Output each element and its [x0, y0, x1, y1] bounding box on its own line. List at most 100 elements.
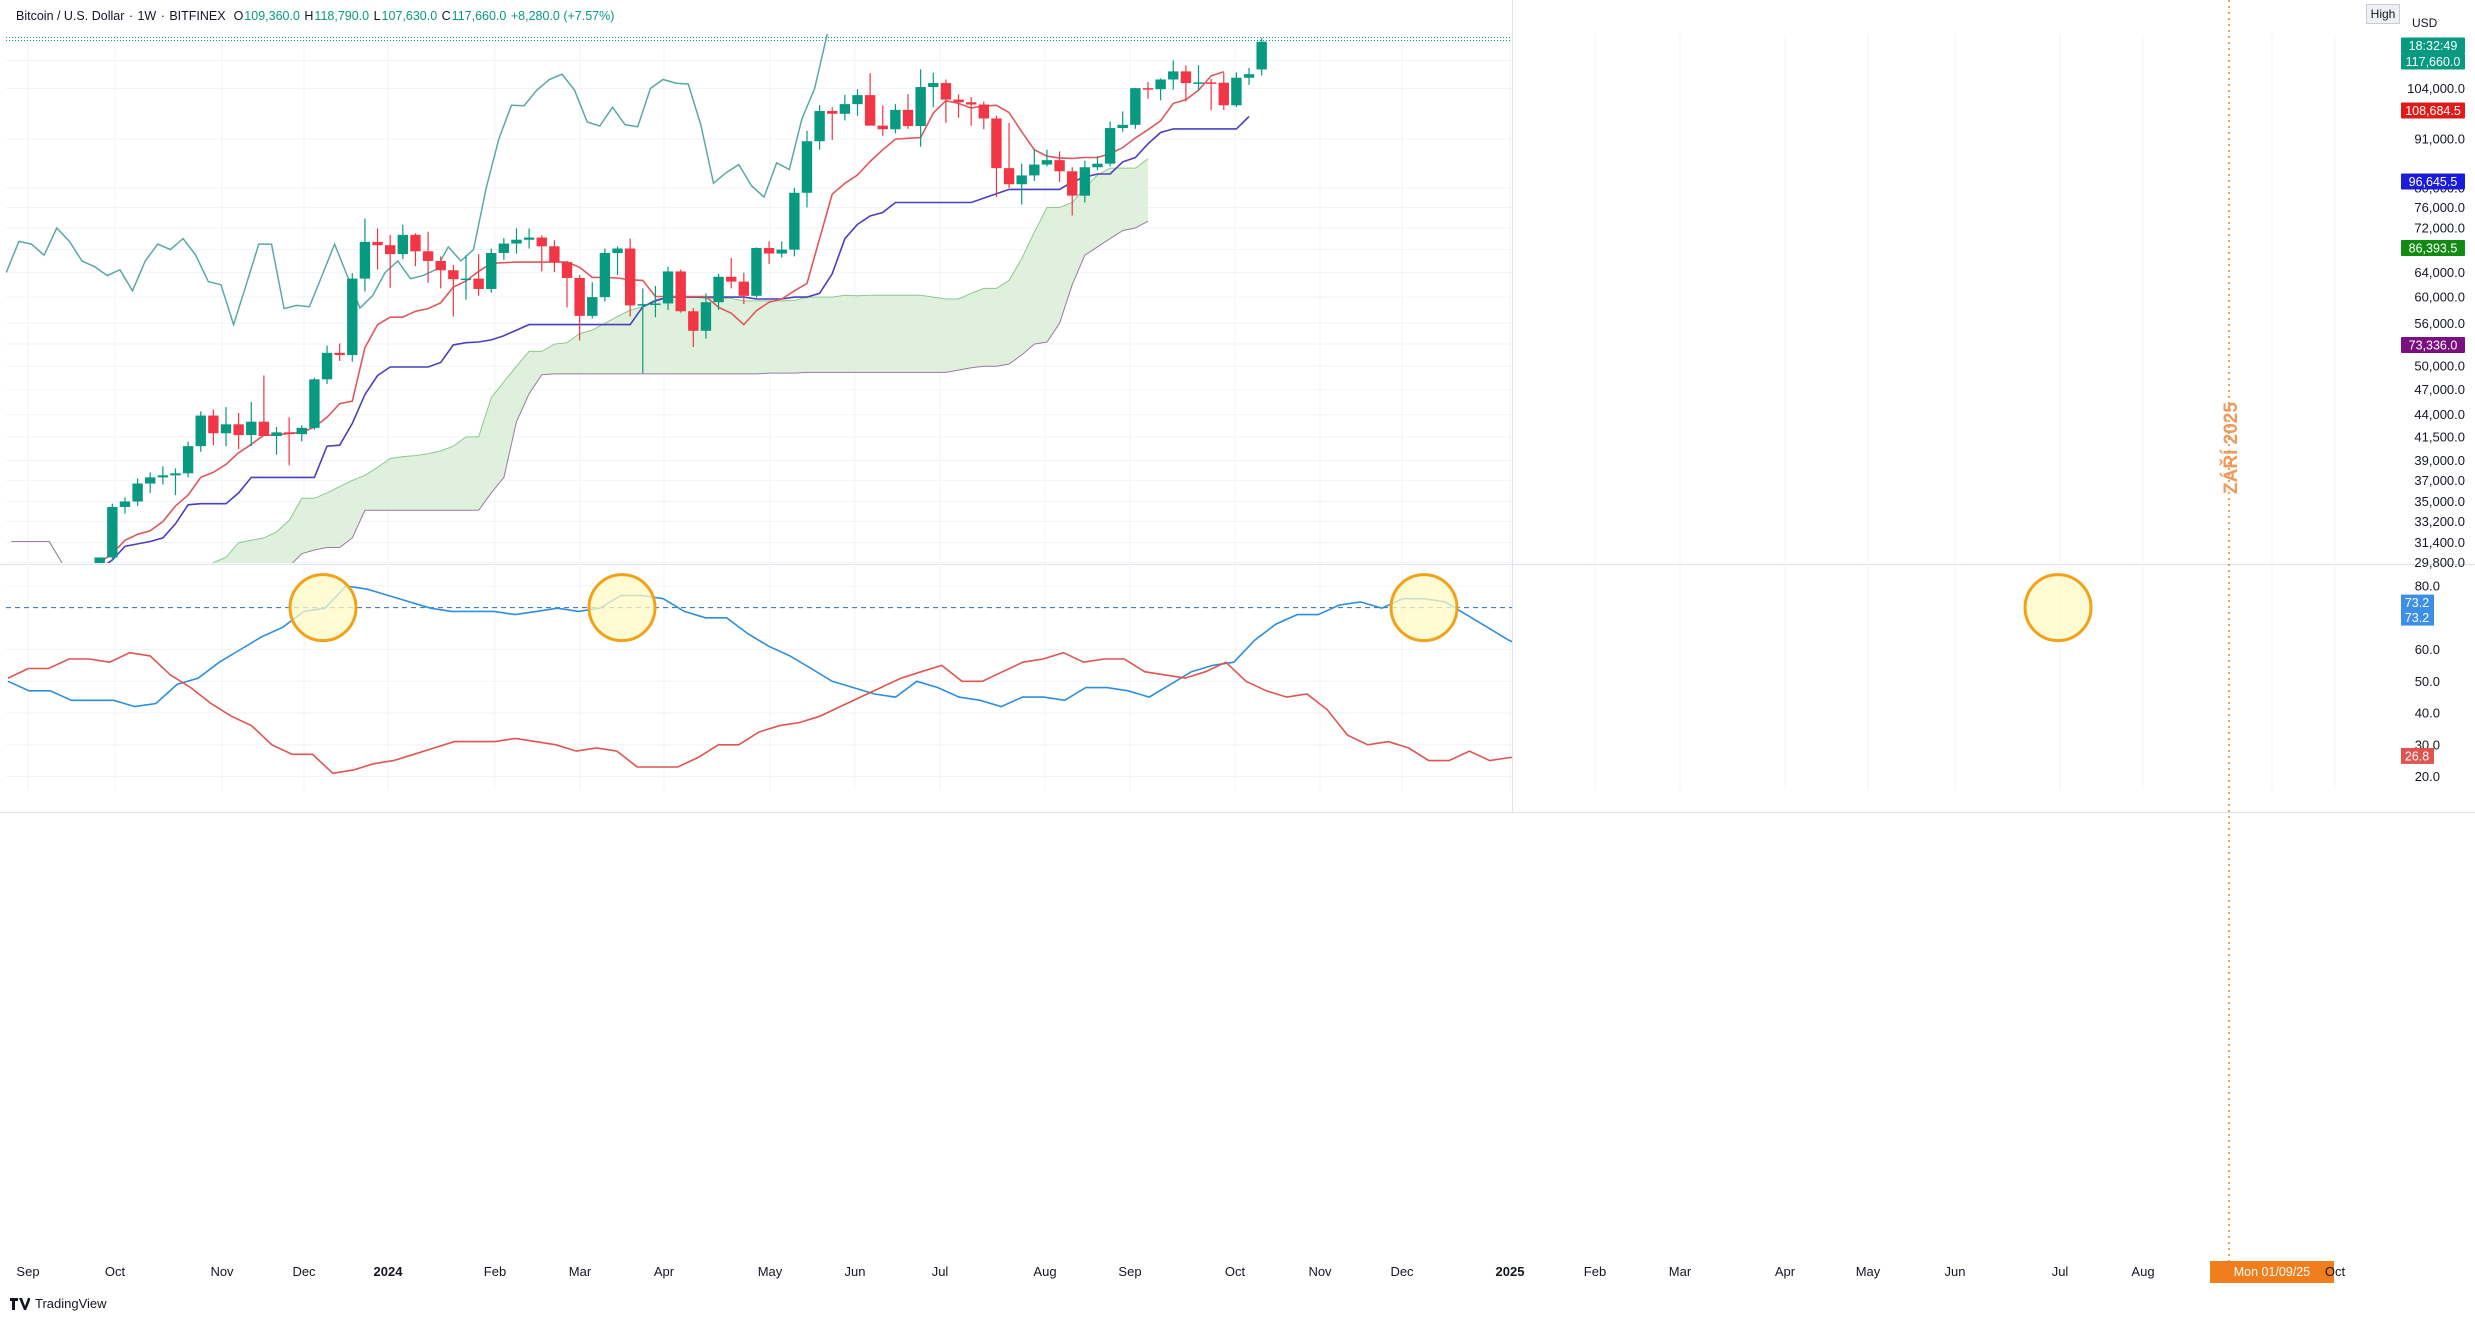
candle[interactable]: [1256, 38, 1267, 76]
candle-body[interactable]: [296, 427, 307, 435]
candle[interactable]: [801, 130, 813, 208]
candle[interactable]: [713, 273, 724, 310]
price-badge[interactable]: 86,393.5: [2401, 240, 2465, 256]
candle[interactable]: [1016, 163, 1027, 205]
candle[interactable]: [726, 258, 737, 289]
candle-body[interactable]: [978, 104, 989, 119]
candle[interactable]: [536, 235, 547, 272]
candle[interactable]: [233, 412, 244, 449]
time-tick-label[interactable]: May: [758, 1264, 783, 1279]
currency-label[interactable]: USD: [2412, 16, 2438, 30]
candle-body[interactable]: [1205, 82, 1217, 84]
candle[interactable]: [523, 228, 535, 249]
candle[interactable]: [751, 247, 762, 298]
candle-body[interactable]: [1041, 160, 1053, 165]
candle-body[interactable]: [94, 557, 105, 565]
candle-body[interactable]: [486, 252, 497, 289]
time-tick-label[interactable]: May: [1856, 1264, 1881, 1279]
candle-body[interactable]: [1155, 79, 1166, 90]
candle[interactable]: [220, 407, 232, 447]
candle-body[interactable]: [145, 477, 156, 484]
candle[interactable]: [978, 101, 989, 130]
candle[interactable]: [890, 104, 901, 134]
candle[interactable]: [435, 256, 446, 289]
candle-body[interactable]: [789, 192, 800, 250]
candle[interactable]: [372, 228, 383, 270]
time-tick-label[interactable]: 2024: [374, 1264, 404, 1279]
candle-body[interactable]: [650, 303, 661, 305]
candle-body[interactable]: [1016, 175, 1027, 185]
candle[interactable]: [624, 238, 636, 317]
candle[interactable]: [561, 260, 573, 308]
time-tick-label[interactable]: Dec: [1390, 1264, 1414, 1279]
candle[interactable]: [309, 377, 320, 430]
time-tick-label[interactable]: Mar: [569, 1264, 592, 1279]
candle[interactable]: [1067, 167, 1078, 216]
candle-body[interactable]: [1029, 164, 1040, 176]
candle-body[interactable]: [523, 237, 535, 240]
candles[interactable]: [94, 38, 1267, 573]
candle-body[interactable]: [624, 248, 636, 306]
candle-body[interactable]: [271, 432, 282, 436]
candle[interactable]: [1117, 111, 1128, 132]
candle[interactable]: [1092, 156, 1103, 171]
time-tick-label[interactable]: Aug: [2131, 1264, 2154, 1279]
time-tick-label[interactable]: Mar: [1669, 1264, 1692, 1279]
candle-body[interactable]: [119, 501, 131, 507]
axes[interactable]: 112,000.0104,000.091,000.080,000.076,000…: [16, 37, 2465, 1284]
candle-body[interactable]: [1256, 41, 1267, 70]
candle-body[interactable]: [940, 83, 952, 100]
candle-body[interactable]: [473, 278, 484, 289]
candle-body[interactable]: [1243, 74, 1255, 78]
candle[interactable]: [195, 411, 206, 452]
candle-body[interactable]: [801, 141, 813, 193]
candle-body[interactable]: [965, 102, 977, 105]
candle-body[interactable]: [915, 87, 926, 127]
candle[interactable]: [915, 69, 926, 147]
candle[interactable]: [460, 255, 472, 300]
candle[interactable]: [814, 105, 825, 150]
candle[interactable]: [334, 343, 345, 361]
candle-body[interactable]: [397, 234, 409, 255]
candle-body[interactable]: [1067, 171, 1078, 196]
candle-body[interactable]: [1117, 124, 1128, 129]
candle[interactable]: [1243, 67, 1255, 85]
candle-body[interactable]: [208, 415, 219, 434]
candle-body[interactable]: [132, 483, 143, 502]
time-tick-label[interactable]: Jun: [845, 1264, 866, 1279]
candle[interactable]: [271, 426, 282, 455]
candle[interactable]: [448, 264, 459, 317]
candle-body[interactable]: [448, 270, 459, 280]
candle[interactable]: [738, 272, 750, 305]
time-tick-label[interactable]: Apr: [1775, 1264, 1796, 1279]
candle-body[interactable]: [839, 104, 851, 114]
candle-body[interactable]: [422, 251, 434, 261]
candle[interactable]: [1104, 121, 1116, 167]
time-tick-label[interactable]: 2025: [1496, 1264, 1525, 1279]
candle[interactable]: [965, 96, 977, 126]
candle-body[interactable]: [864, 95, 876, 126]
candle[interactable]: [877, 105, 888, 136]
candle[interactable]: [827, 107, 838, 140]
candle-body[interactable]: [1193, 82, 1204, 84]
candle-body[interactable]: [283, 432, 295, 435]
candle-body[interactable]: [637, 304, 648, 306]
candle-body[interactable]: [574, 277, 585, 316]
time-tick-label[interactable]: Feb: [1584, 1264, 1606, 1279]
candle-body[interactable]: [1130, 88, 1141, 125]
candle-body[interactable]: [321, 352, 333, 380]
price-badge[interactable]: 96,645.5: [2401, 173, 2465, 190]
candle[interactable]: [473, 254, 484, 296]
candle-body[interactable]: [1104, 128, 1116, 164]
candle[interactable]: [486, 248, 497, 293]
candle-body[interactable]: [157, 475, 169, 478]
candle[interactable]: [1193, 65, 1204, 91]
candle[interactable]: [422, 231, 434, 283]
candle-body[interactable]: [1092, 163, 1103, 168]
candle[interactable]: [763, 241, 775, 264]
candle-body[interactable]: [738, 281, 750, 296]
candle-body[interactable]: [852, 95, 863, 105]
candle-body[interactable]: [662, 271, 674, 304]
candle[interactable]: [991, 115, 1002, 198]
